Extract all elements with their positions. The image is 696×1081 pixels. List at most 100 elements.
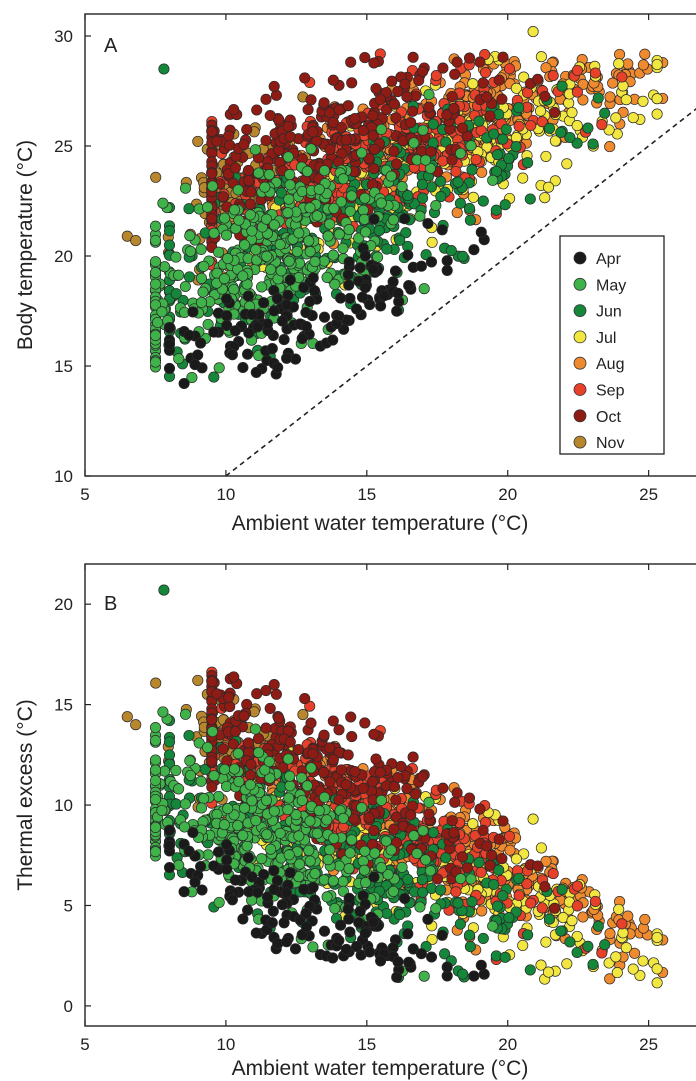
point-may <box>244 779 256 791</box>
point-apr <box>242 852 254 864</box>
point-oct <box>368 825 380 837</box>
point-oct <box>423 808 435 820</box>
point-jun <box>497 890 509 902</box>
point-jun <box>163 225 176 237</box>
point-may <box>274 239 286 251</box>
point-may <box>197 286 209 298</box>
point-oct <box>417 771 429 783</box>
point-oct <box>451 56 463 68</box>
point-oct <box>206 714 218 726</box>
point-apr <box>402 249 414 261</box>
point-apr <box>298 883 310 895</box>
point-jul <box>539 192 551 204</box>
point-oct <box>251 104 263 116</box>
point-oct <box>363 812 375 824</box>
point-may <box>179 182 192 194</box>
point-jun <box>556 80 568 92</box>
point-may <box>222 253 234 265</box>
legend-label-may: May <box>596 277 626 294</box>
point-may <box>253 167 265 179</box>
point-oct <box>456 851 469 863</box>
point-apr <box>335 919 347 931</box>
point-may <box>201 201 214 213</box>
point-sep <box>536 116 548 128</box>
point-jun <box>488 878 500 891</box>
point-may <box>311 210 323 222</box>
point-may <box>232 184 244 196</box>
point-may <box>375 197 387 209</box>
point-apr <box>300 921 312 933</box>
point-oct <box>284 131 296 143</box>
point-jul <box>534 105 547 117</box>
point-apr <box>399 892 411 905</box>
point-jun <box>599 107 611 119</box>
point-oct <box>539 90 551 102</box>
point-apr <box>276 899 288 911</box>
point-may <box>184 755 196 767</box>
point-oct <box>532 860 544 872</box>
point-may <box>327 249 339 261</box>
point-may <box>156 804 168 816</box>
point-oct <box>448 827 460 839</box>
point-jun <box>564 131 576 144</box>
point-may <box>307 941 319 953</box>
point-jun <box>522 929 534 941</box>
point-jun <box>183 271 196 283</box>
point-jun <box>599 939 611 951</box>
point-may <box>344 205 356 217</box>
point-jul <box>510 82 522 94</box>
point-oct <box>368 163 380 175</box>
point-may <box>375 123 387 135</box>
point-may <box>259 181 271 193</box>
point-jul <box>535 842 547 854</box>
point-sep <box>571 86 583 98</box>
point-may <box>385 844 397 856</box>
point-nov <box>192 674 204 686</box>
point-apr <box>441 255 453 267</box>
legend-marker-aug <box>573 356 587 370</box>
point-jul <box>613 58 625 70</box>
point-jun <box>402 873 414 885</box>
point-oct <box>423 101 435 113</box>
point-oct <box>407 751 419 763</box>
point-sep <box>525 119 537 132</box>
point-may <box>418 283 430 295</box>
point-oct <box>368 728 380 740</box>
point-may <box>237 829 249 841</box>
point-may <box>213 246 225 258</box>
point-may <box>430 199 442 212</box>
point-may <box>274 827 286 839</box>
point-oct <box>461 862 473 874</box>
point-oct <box>539 881 551 893</box>
point-apr <box>368 871 380 883</box>
point-may <box>173 269 185 281</box>
y-tick-label: 20 <box>54 595 73 614</box>
point-jun <box>163 239 176 251</box>
point-oct <box>449 68 461 80</box>
point-may <box>149 754 162 766</box>
point-may <box>283 792 295 804</box>
point-jul <box>542 181 555 193</box>
panel-b-y-axis-label: Thermal excess (°C) <box>14 699 37 891</box>
point-oct <box>437 782 449 794</box>
point-nov <box>150 171 162 183</box>
point-jun <box>417 886 429 898</box>
point-apr <box>391 971 403 983</box>
point-apr <box>364 299 376 311</box>
point-apr <box>375 300 387 312</box>
point-jun <box>463 202 476 214</box>
point-jun <box>416 178 428 190</box>
point-apr <box>392 287 404 299</box>
point-jul <box>518 71 530 83</box>
point-sep <box>475 866 487 878</box>
point-oct <box>282 120 294 133</box>
point-oct <box>229 162 241 174</box>
point-oct <box>474 803 486 815</box>
point-may <box>358 864 370 876</box>
point-jun <box>524 193 536 205</box>
point-oct <box>391 158 403 170</box>
point-may <box>250 244 262 256</box>
point-jun <box>158 63 170 75</box>
point-apr <box>351 303 363 315</box>
